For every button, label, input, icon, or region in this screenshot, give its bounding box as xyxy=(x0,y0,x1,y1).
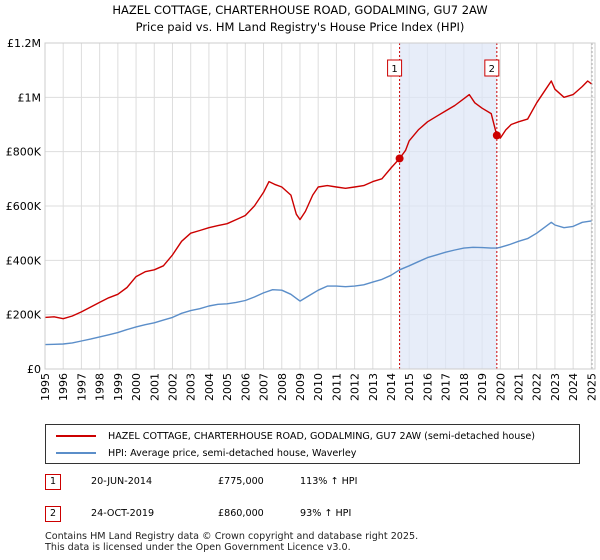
x-tick-label: 2004 xyxy=(203,373,216,401)
y-axis-ticks: £0 £200K £400K £600K £800K £1M £1.2M xyxy=(6,37,42,376)
x-tick-label: 2005 xyxy=(221,373,234,401)
x-tick-label: 2024 xyxy=(567,373,580,401)
transaction-hpi: 93% ↑ HPI xyxy=(300,508,352,519)
x-tick-label: 2009 xyxy=(294,373,307,401)
x-tick-label: 2010 xyxy=(312,373,325,401)
legend-swatch-property xyxy=(56,435,96,437)
annotation-label: 2 xyxy=(489,64,495,75)
y-tick-label: £800K xyxy=(6,146,42,159)
y-tick-label: £200K xyxy=(6,309,42,322)
x-tick-label: 2020 xyxy=(494,373,507,401)
x-tick-label: 2025 xyxy=(585,373,598,401)
footer-line-1: Contains HM Land Registry data © Crown c… xyxy=(45,531,419,542)
x-tick-label: 2011 xyxy=(330,373,343,401)
y-tick-label: £400K xyxy=(6,254,42,267)
sale-point-marker xyxy=(492,131,501,140)
x-tick-label: 2003 xyxy=(185,373,198,401)
y-tick-label: £1M xyxy=(18,91,42,104)
x-tick-label: 1995 xyxy=(39,373,52,401)
series-line-property xyxy=(44,80,592,320)
x-tick-label: 2008 xyxy=(276,373,289,401)
x-tick-label: 2019 xyxy=(476,373,489,401)
annotation-badge xyxy=(484,59,500,77)
transaction-price: £775,000 xyxy=(218,476,264,487)
y-tick-label: £600K xyxy=(6,200,42,213)
x-tick-label: 2002 xyxy=(166,373,179,401)
x-tick-label: 1998 xyxy=(94,373,107,401)
y-tick-label: £0 xyxy=(27,363,41,376)
chart-title: HAZEL COTTAGE, CHARTERHOUSE ROAD, GODALM… xyxy=(112,3,487,17)
x-tick-label: 2021 xyxy=(513,373,526,401)
x-tick-label: 2006 xyxy=(239,373,252,401)
x-tick-label: 2013 xyxy=(367,373,380,401)
x-tick-label: 2017 xyxy=(440,373,453,401)
chart-subtitle: Price paid vs. HM Land Registry's House … xyxy=(136,20,465,34)
x-axis-ticks: 1995 1996 1997 1998 1999 2000 2001 2002 2003 2004… xyxy=(39,373,598,401)
x-tick-label: 2001 xyxy=(148,373,161,401)
legend-label-property: HAZEL COTTAGE, CHARTERHOUSE ROAD, GODALM… xyxy=(108,430,536,442)
legend-swatch-hpi xyxy=(56,452,96,454)
x-tick-label: 2007 xyxy=(258,373,271,401)
x-tick-label: 2018 xyxy=(458,373,471,401)
x-tick-label: 2023 xyxy=(549,373,562,401)
footer-line-2: This data is licensed under the Open Gov… xyxy=(45,542,351,553)
plot-frame xyxy=(44,42,596,370)
shaded-period xyxy=(399,43,497,369)
x-tick-label: 2012 xyxy=(349,373,362,401)
x-tick-label: 2000 xyxy=(130,373,143,401)
grid-lines xyxy=(44,42,595,370)
x-tick-label: 2022 xyxy=(531,373,544,401)
legend-item-hpi: HPI: Average price, semi-detached house,… xyxy=(56,445,357,461)
transaction-badge: 1 xyxy=(45,474,61,490)
legend: HAZEL COTTAGE, CHARTERHOUSE ROAD, GODALM… xyxy=(45,424,580,464)
x-tick-label: 2015 xyxy=(403,373,416,401)
x-tick-label: 2016 xyxy=(421,373,434,401)
transaction-badge: 2 xyxy=(45,506,61,522)
transaction-price: £860,000 xyxy=(218,508,264,519)
transaction-hpi: 113% ↑ HPI xyxy=(300,476,358,487)
transaction-date: 20-JUN-2014 xyxy=(91,476,153,487)
legend-label-hpi: HPI: Average price, semi-detached house,… xyxy=(108,447,357,459)
series-line-hpi xyxy=(44,220,592,346)
series-layer xyxy=(44,80,592,346)
sale-point-marker xyxy=(395,154,404,163)
legend-item-property: HAZEL COTTAGE, CHARTERHOUSE ROAD, GODALM… xyxy=(56,428,535,444)
x-tick-label: 1997 xyxy=(75,373,88,401)
footer: Contains HM Land Registry data © Crown c… xyxy=(45,531,418,553)
y-tick-label: £1.2M xyxy=(7,37,41,50)
x-tick-label: 1996 xyxy=(57,373,70,401)
x-tick-label: 2014 xyxy=(385,373,398,401)
transaction-date: 24-OCT-2019 xyxy=(91,508,155,519)
price-chart: £0£200K£400K£600K£800K£1M£1.2M 1995 1996 1… xyxy=(6,3,599,401)
annotation-badge xyxy=(387,59,403,77)
annotation-label: 1 xyxy=(391,64,397,75)
x-tick-label: 1999 xyxy=(112,373,125,401)
